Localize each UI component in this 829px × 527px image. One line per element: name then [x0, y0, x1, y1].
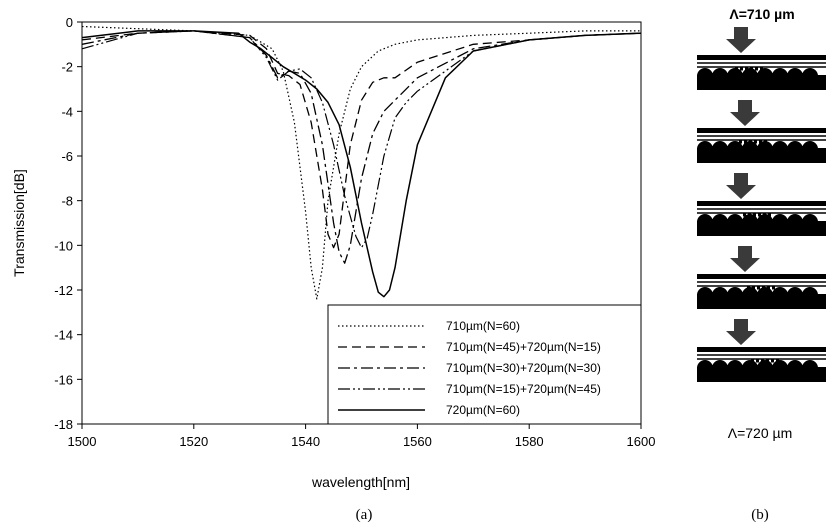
y-tick-label: 0 [66, 15, 73, 30]
grating-stage [697, 319, 826, 382]
base-block [697, 367, 826, 382]
y-axis-ticks: 0 -2 -4 -6 -8 -10 -12 -14 -16 -18 [54, 15, 82, 432]
series-line-2 [81, 30, 642, 249]
legend-label: 720µm(N=60) [446, 403, 520, 417]
plate [697, 128, 826, 133]
grating-stage [697, 100, 826, 163]
y-axis-label: Transmission[dB] [11, 169, 27, 277]
y-tick-label: -16 [54, 372, 73, 387]
y-tick-label: -18 [54, 417, 73, 432]
series-lines [81, 25, 642, 300]
grating-stage [697, 27, 826, 90]
x-axis-label: wavelength[nm] [311, 474, 410, 490]
series-line-5 [81, 30, 642, 298]
x-axis-ticks: 1500 1520 1540 1560 1580 1600 [68, 424, 656, 449]
y-tick-label: -12 [54, 283, 73, 298]
legend-label: 710µm(N=60) [446, 319, 520, 333]
x-tick-label: 1520 [179, 434, 208, 449]
plate [697, 347, 826, 352]
x-tick-label: 1560 [403, 434, 432, 449]
panel-a-caption: (a) [356, 507, 373, 523]
legend-label: 710µm(N=15)+720µm(N=45) [446, 382, 601, 396]
base-block [697, 294, 826, 309]
press-arrow-icon [730, 246, 760, 272]
y-tick-label: -6 [61, 149, 73, 164]
y-tick-label: -10 [54, 238, 73, 253]
plate [697, 274, 826, 279]
series-line-3 [81, 30, 642, 264]
panel-b-caption: (b) [751, 507, 769, 523]
base-block [697, 75, 826, 90]
series-line-4 [81, 30, 642, 249]
legend-label: 710µm(N=30)+720µm(N=30) [446, 361, 601, 375]
legend-label: 710µm(N=45)+720µm(N=15) [446, 340, 601, 354]
plate [697, 201, 826, 206]
legend-box [327, 304, 642, 425]
base-block [697, 221, 826, 236]
y-tick-label: -4 [61, 104, 73, 119]
x-tick-label: 1580 [515, 434, 544, 449]
period-label-top: Λ=710 µm [729, 6, 794, 22]
plate [697, 55, 826, 60]
transmission-chart: 0 -2 -4 -6 -8 -10 -12 -14 -16 -18 1500 1520 1540 156… [11, 15, 655, 490]
press-arrow-icon [730, 100, 760, 126]
period-label-bottom: Λ=720 µm [728, 425, 793, 441]
x-tick-label: 1540 [291, 434, 320, 449]
x-tick-label: 1500 [68, 434, 97, 449]
series-line-1 [81, 25, 641, 300]
legend-items: 710µm(N=60) 710µm(N=45)+720µm(N=15) 710µm(… [338, 319, 601, 417]
grating-stage [697, 173, 826, 236]
legend: 710µm(N=60) 710µm(N=45)+720µm(N=15) 710µm(… [327, 304, 642, 425]
press-arrow-icon [726, 319, 756, 345]
press-arrow-icon [726, 27, 756, 53]
press-arrow-icon [726, 173, 756, 199]
y-tick-label: -2 [61, 60, 73, 75]
x-tick-label: 1600 [627, 434, 656, 449]
grating-stage [697, 246, 826, 309]
grating-stages [697, 27, 826, 382]
panel-b-schematic: Λ=710 µm Λ=720 µm (b) [697, 6, 826, 523]
y-tick-label: -8 [61, 194, 73, 209]
y-tick-label: -14 [54, 328, 73, 343]
base-block [697, 148, 826, 163]
